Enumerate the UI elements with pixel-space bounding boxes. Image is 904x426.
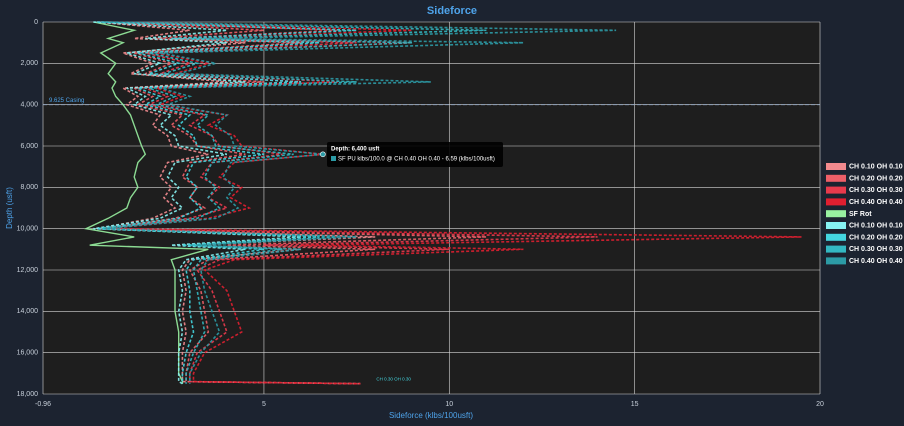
legend-swatch (826, 222, 846, 229)
x-tick-label: 5 (262, 401, 266, 408)
legend-swatch (826, 233, 846, 241)
tooltip-box (327, 142, 503, 167)
series-line (83, 21, 209, 384)
x-tick-label: 15 (631, 401, 639, 408)
series-line (100, 21, 487, 384)
legend-label: CH 0.40 OH 0.40 (849, 258, 903, 265)
series-line (104, 21, 598, 385)
series-line (93, 21, 302, 385)
legend-label: CH 0.20 OH 0.20 (849, 234, 903, 241)
legend-swatch (826, 257, 846, 265)
legend-swatch (826, 245, 846, 253)
series-line (108, 21, 802, 385)
tooltip-title: Depth: 6,400 usft (331, 147, 379, 153)
casing-label: 9.625 Casing (49, 98, 84, 104)
y-tick-label: 10,000 (17, 226, 39, 233)
tooltip-text: SF PU klbs/100.0 @ CH 0.40 OH 0.40 - 6.5… (338, 156, 495, 162)
series-line (96, 21, 357, 384)
legend-swatch (826, 210, 846, 218)
y-tick-label: 8,000 (20, 184, 38, 191)
series-line (96, 21, 376, 385)
chart-title: Sideforce (427, 5, 477, 17)
legend-swatch (826, 198, 846, 206)
y-tick-label: 18,000 (17, 391, 39, 398)
y-tick-label: 4,000 (20, 102, 38, 109)
series-line (100, 21, 487, 385)
legend-label: SF Rot (849, 211, 872, 218)
hover-point (320, 151, 326, 158)
x-axis-label: Sideforce (klbs/100usft) (389, 411, 473, 420)
x-tick-label: 20 (816, 401, 824, 408)
y-tick-label: 6,000 (20, 143, 38, 150)
y-axis-label: Depth (usft) (5, 187, 14, 229)
plot-area (43, 22, 820, 394)
legend-label: CH 0.40 OH 0.40 (849, 199, 903, 206)
y-tick-label: 16,000 (17, 350, 39, 357)
legend-swatch (826, 186, 846, 194)
legend-label: CH 0.30 OH 0.30 (849, 187, 903, 194)
annotation: CH 0.30 OH 0.30 (376, 377, 411, 382)
legend-label: CH 0.30 OH 0.30 (849, 246, 903, 253)
legend-swatch (826, 174, 846, 182)
series-line (104, 21, 617, 384)
y-tick-label: 12,000 (17, 267, 39, 274)
x-tick-label: 10 (445, 401, 453, 408)
y-tick-label: 2,000 (20, 60, 38, 67)
x-tick-label: -0.96 (35, 401, 51, 408)
legend-label: CH 0.20 OH 0.20 (849, 175, 903, 182)
legend-label: CH 0.10 OH 0.10 (849, 164, 903, 171)
legend-label: CH 0.10 OH 0.10 (849, 223, 903, 230)
y-tick-label: 0 (34, 19, 38, 26)
tooltip-swatch (331, 156, 336, 161)
y-tick-label: 14,000 (17, 308, 39, 315)
legend-swatch (826, 163, 846, 170)
